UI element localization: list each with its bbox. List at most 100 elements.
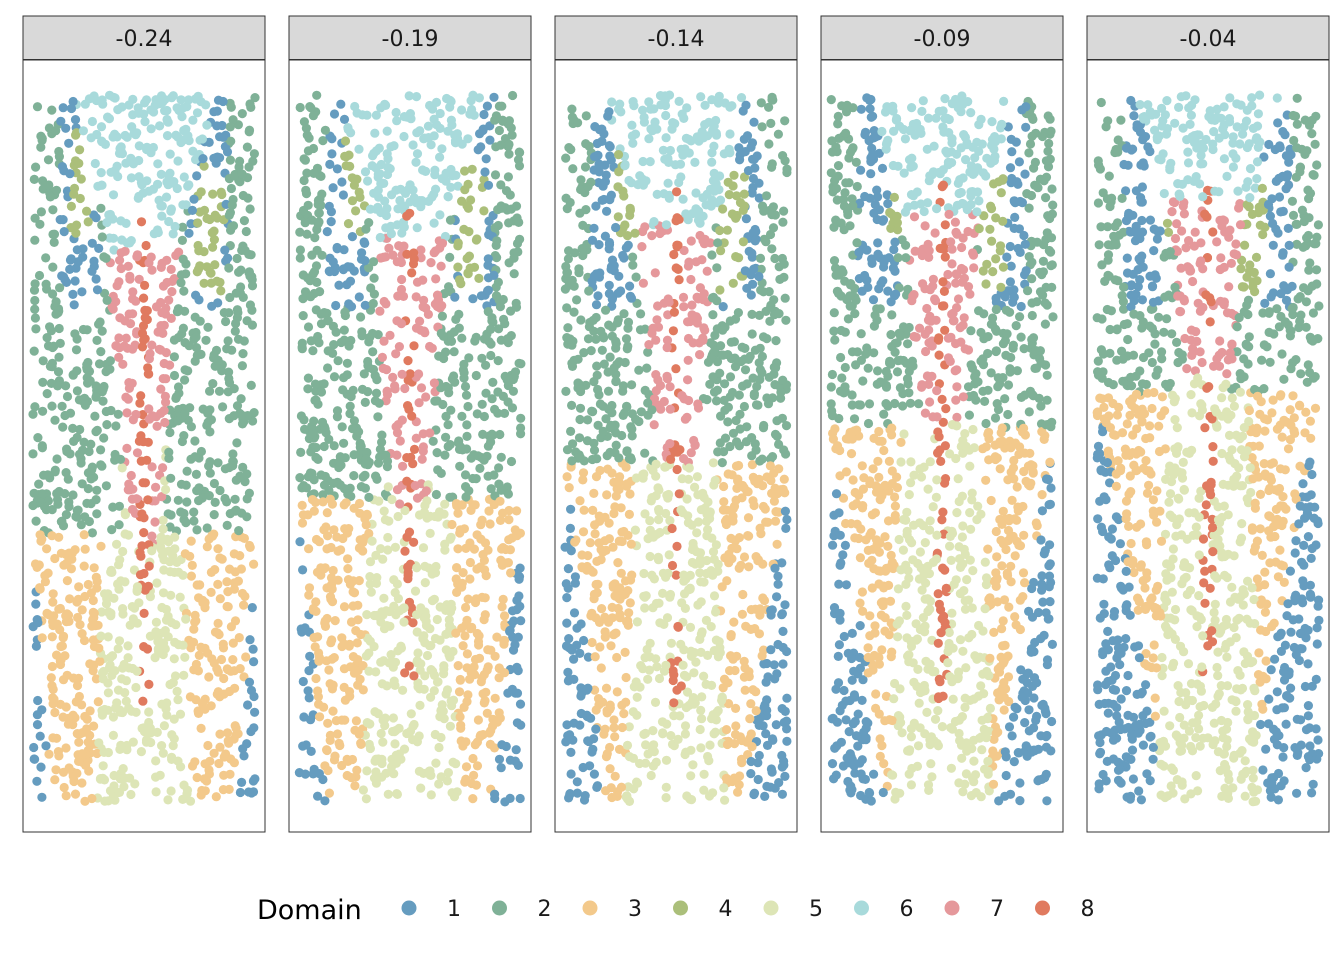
point-domain-2 xyxy=(779,206,789,216)
point-domain-8 xyxy=(669,698,679,708)
point-domain-3 xyxy=(344,524,354,534)
point-domain-2 xyxy=(45,192,56,202)
facets-layer: -0.24 -0.19 -0.14 -0.09 -0.04 xyxy=(22,15,1330,833)
point-domain-3 xyxy=(206,587,216,598)
point-domain-2 xyxy=(107,525,117,535)
point-domain-1 xyxy=(1006,261,1016,271)
point-domain-7 xyxy=(114,333,124,343)
point-domain-2 xyxy=(73,505,83,515)
point-domain-7 xyxy=(417,454,427,464)
point-domain-3 xyxy=(89,721,99,731)
point-domain-5 xyxy=(658,588,668,599)
point-domain-7 xyxy=(118,359,128,369)
point-domain-1 xyxy=(41,741,51,751)
point-domain-3 xyxy=(352,638,362,648)
point-domain-3 xyxy=(222,728,233,738)
point-domain-8 xyxy=(138,321,149,331)
point-domain-2 xyxy=(306,447,316,457)
point-domain-3 xyxy=(624,608,634,618)
point-domain-5 xyxy=(663,493,673,503)
point-domain-8 xyxy=(669,249,679,260)
point-domain-3 xyxy=(79,635,90,646)
point-domain-6 xyxy=(197,134,207,144)
point-domain-1 xyxy=(511,745,521,755)
point-domain-1 xyxy=(32,720,43,730)
point-domain-5 xyxy=(680,729,691,739)
point-domain-2 xyxy=(489,470,499,480)
point-domain-2 xyxy=(494,463,504,473)
point-domain-5 xyxy=(158,535,169,545)
point-domain-2 xyxy=(707,250,717,260)
point-domain-3 xyxy=(214,629,224,640)
point-domain-5 xyxy=(679,670,690,680)
point-domain-1 xyxy=(482,101,492,111)
point-domain-2 xyxy=(708,310,718,320)
point-domain-5 xyxy=(120,773,130,783)
point-domain-6 xyxy=(715,171,725,181)
point-domain-5 xyxy=(387,494,397,505)
point-domain-3 xyxy=(85,740,95,751)
point-domain-7 xyxy=(702,266,712,276)
point-domain-4 xyxy=(463,269,473,279)
point-domain-3 xyxy=(62,576,72,586)
point-domain-7 xyxy=(379,296,389,307)
point-domain-6 xyxy=(443,191,453,202)
point-domain-2 xyxy=(739,401,750,412)
point-domain-7 xyxy=(147,462,157,472)
point-domain-2 xyxy=(446,405,456,415)
point-domain-5 xyxy=(175,592,185,602)
point-domain-2 xyxy=(575,384,586,394)
point-domain-3 xyxy=(351,716,361,726)
point-domain-2 xyxy=(780,293,790,303)
point-domain-5 xyxy=(409,719,419,730)
point-domain-2 xyxy=(90,411,100,421)
point-domain-5 xyxy=(432,614,442,625)
point-domain-2 xyxy=(493,356,503,366)
point-domain-2 xyxy=(445,252,455,262)
point-domain-7 xyxy=(108,304,118,314)
point-domain-3 xyxy=(344,641,354,651)
point-domain-5 xyxy=(105,786,116,796)
point-domain-3 xyxy=(223,587,233,597)
point-domain-4 xyxy=(453,262,463,272)
point-domain-7 xyxy=(683,375,693,385)
point-domain-2 xyxy=(602,451,612,461)
point-domain-7 xyxy=(128,294,138,304)
point-domain-1 xyxy=(322,227,332,237)
point-domain-6 xyxy=(157,211,167,221)
point-domain-3 xyxy=(760,504,770,514)
point-domain-2 xyxy=(864,399,875,409)
point-domain-2 xyxy=(443,420,453,430)
point-domain-3 xyxy=(50,553,60,564)
point-domain-1 xyxy=(772,669,782,679)
point-domain-1 xyxy=(243,700,253,710)
point-domain-3 xyxy=(730,729,741,740)
point-domain-2 xyxy=(173,416,183,426)
point-domain-2 xyxy=(298,311,308,321)
point-domain-4 xyxy=(991,254,1001,264)
point-domain-5 xyxy=(689,668,699,678)
point-domain-3 xyxy=(772,539,782,549)
point-domain-3 xyxy=(88,666,98,676)
point-domain-3 xyxy=(334,738,344,748)
point-domain-6 xyxy=(134,155,144,166)
point-domain-7 xyxy=(125,485,135,495)
point-domain-2 xyxy=(755,365,766,375)
point-domain-2 xyxy=(339,438,349,448)
point-domain-5 xyxy=(702,516,712,527)
point-domain-2 xyxy=(302,483,312,493)
point-domain-2 xyxy=(768,202,779,212)
point-domain-7 xyxy=(144,354,154,364)
point-domain-2 xyxy=(97,326,107,336)
point-domain-5 xyxy=(680,603,691,614)
point-domain-2 xyxy=(575,403,586,413)
point-domain-3 xyxy=(745,714,755,724)
facet-panel-1: -0.24 xyxy=(22,15,266,833)
point-domain-2 xyxy=(344,341,354,351)
point-domain-6 xyxy=(690,157,700,167)
point-domain-6 xyxy=(429,114,439,124)
point-domain-7 xyxy=(157,492,167,502)
point-domain-5 xyxy=(173,640,184,650)
point-domain-7 xyxy=(160,417,170,428)
point-domain-1 xyxy=(481,154,491,164)
